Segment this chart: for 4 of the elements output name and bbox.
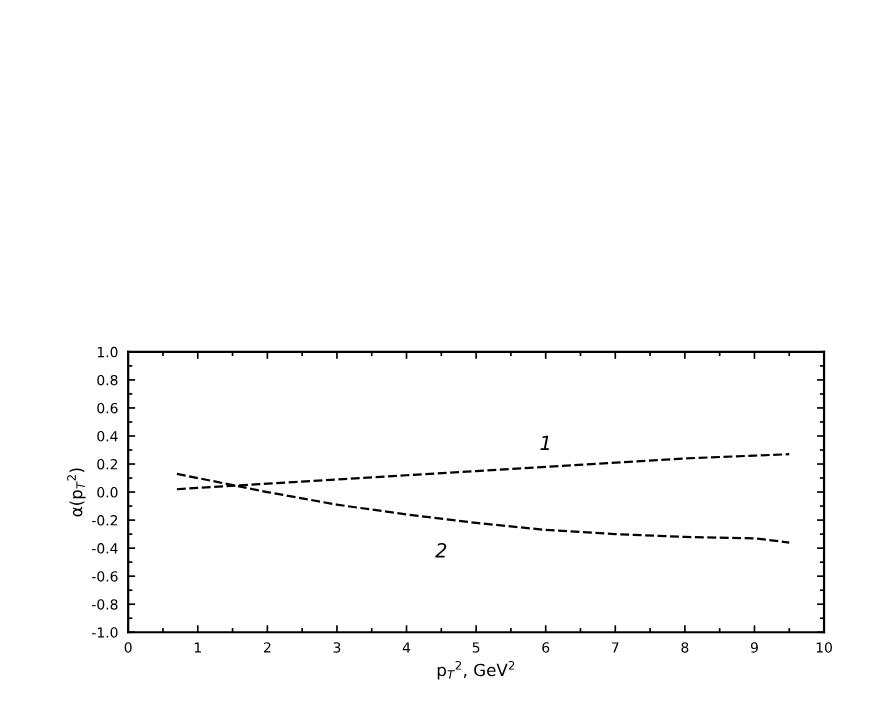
x-axis-title: p$_{T}$$^{2}$, GeV$^{2}$ [437,660,515,680]
y-axis-title: α(p$_{T}$$^{2}$) [67,468,86,517]
annotation: 1 [540,435,549,450]
annotation: 2 [435,542,447,558]
